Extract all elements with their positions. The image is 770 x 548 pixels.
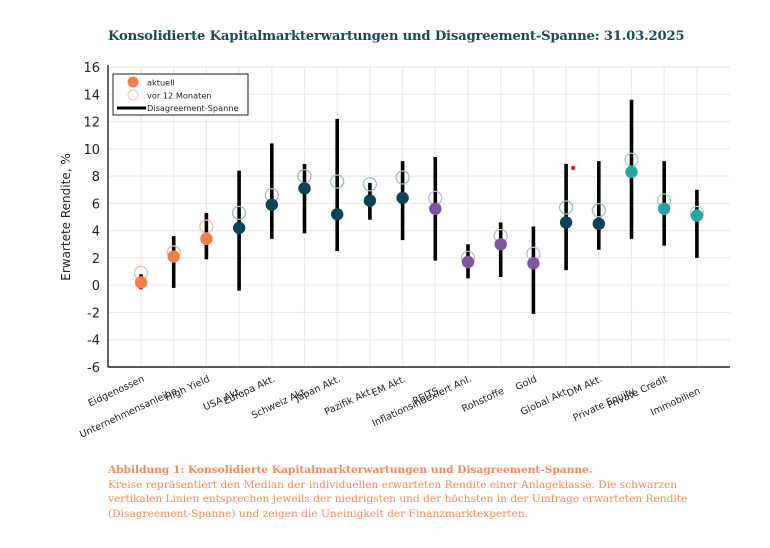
y-tick-label: -4 bbox=[87, 334, 100, 349]
caption-title: Abbildung 1: Konsolidierte Kapitalmarkte… bbox=[108, 464, 593, 476]
legend: aktuell vor 12 Monaten Disagreement-Span… bbox=[112, 73, 249, 116]
y-tick-label: 6 bbox=[92, 197, 100, 212]
y-ticks: 16 14 12 10 8 6 4 2 0 -2 -4 -6 bbox=[83, 61, 100, 376]
current-point bbox=[559, 216, 573, 229]
y-tick-label: 14 bbox=[83, 88, 100, 103]
legend-range-label: Disagreement-Spanne bbox=[147, 103, 239, 113]
x-tick-label: DM Akt. bbox=[565, 374, 604, 400]
y-tick-label: 12 bbox=[83, 116, 100, 131]
y-tick-label: 10 bbox=[83, 143, 100, 158]
current-point bbox=[363, 194, 377, 207]
x-tick-label: Rohstoffe bbox=[460, 386, 506, 415]
current-point bbox=[134, 276, 148, 289]
x-tick-label: Pazifik Akt. bbox=[323, 386, 375, 418]
previous-point bbox=[362, 177, 378, 192]
current-point bbox=[625, 165, 638, 179]
current-point bbox=[527, 257, 540, 270]
current-point bbox=[232, 221, 246, 235]
disagreement-ranges bbox=[139, 99, 699, 314]
y-tick-label: -6 bbox=[87, 361, 100, 376]
previous-point bbox=[558, 200, 574, 215]
annotation-dot bbox=[570, 165, 576, 171]
current-point bbox=[298, 182, 311, 195]
current-point bbox=[494, 238, 507, 251]
current-point bbox=[461, 255, 475, 269]
y-tick-label: 4 bbox=[92, 225, 100, 240]
x-tick-label: Gold bbox=[514, 374, 539, 393]
current-markers bbox=[134, 165, 704, 289]
x-tick-label: Immobilien bbox=[649, 386, 702, 419]
current-point bbox=[331, 208, 344, 221]
previous-point bbox=[395, 170, 410, 185]
legend-previous-marker bbox=[127, 89, 139, 101]
y-tick-label: -2 bbox=[87, 306, 100, 321]
current-point bbox=[690, 209, 704, 222]
previous-point bbox=[591, 203, 606, 218]
x-tick-label: EM Akt. bbox=[370, 374, 408, 399]
figure-caption: Abbildung 1: Konsolidierte Kapitalmarkte… bbox=[108, 463, 718, 521]
y-axis-label: Erwartete Rendite, % bbox=[59, 153, 73, 280]
current-point bbox=[265, 198, 278, 211]
previous-markers bbox=[133, 152, 705, 281]
y-tick-label: 0 bbox=[92, 279, 100, 294]
legend-current-marker bbox=[127, 76, 139, 88]
current-point bbox=[167, 250, 180, 263]
current-point bbox=[200, 232, 213, 246]
current-point bbox=[592, 217, 605, 231]
y-tick-label: 2 bbox=[92, 252, 100, 267]
current-point bbox=[658, 202, 671, 216]
current-point bbox=[396, 191, 409, 205]
y-tick-label: 16 bbox=[83, 61, 100, 76]
caption-body: Kreise repräsentiert den Median der indi… bbox=[108, 478, 688, 520]
previous-point bbox=[330, 174, 345, 189]
chart-title: Konsolidierte Kapitalmarkterwartungen un… bbox=[108, 29, 685, 44]
x-tick-label: Global Akt. bbox=[519, 386, 571, 418]
chart: 16 14 12 10 8 6 4 2 0 -2 -4 -6 Erwartete Rendite, %… bbox=[59, 61, 730, 441]
previous-point bbox=[231, 205, 247, 221]
legend-previous-label: vor 12 Monaten bbox=[147, 91, 212, 101]
legend-current-label: aktuell bbox=[147, 78, 175, 88]
current-point bbox=[429, 202, 442, 216]
axes bbox=[107, 65, 730, 368]
y-tick-label: 8 bbox=[92, 170, 100, 185]
annotations bbox=[570, 165, 576, 171]
